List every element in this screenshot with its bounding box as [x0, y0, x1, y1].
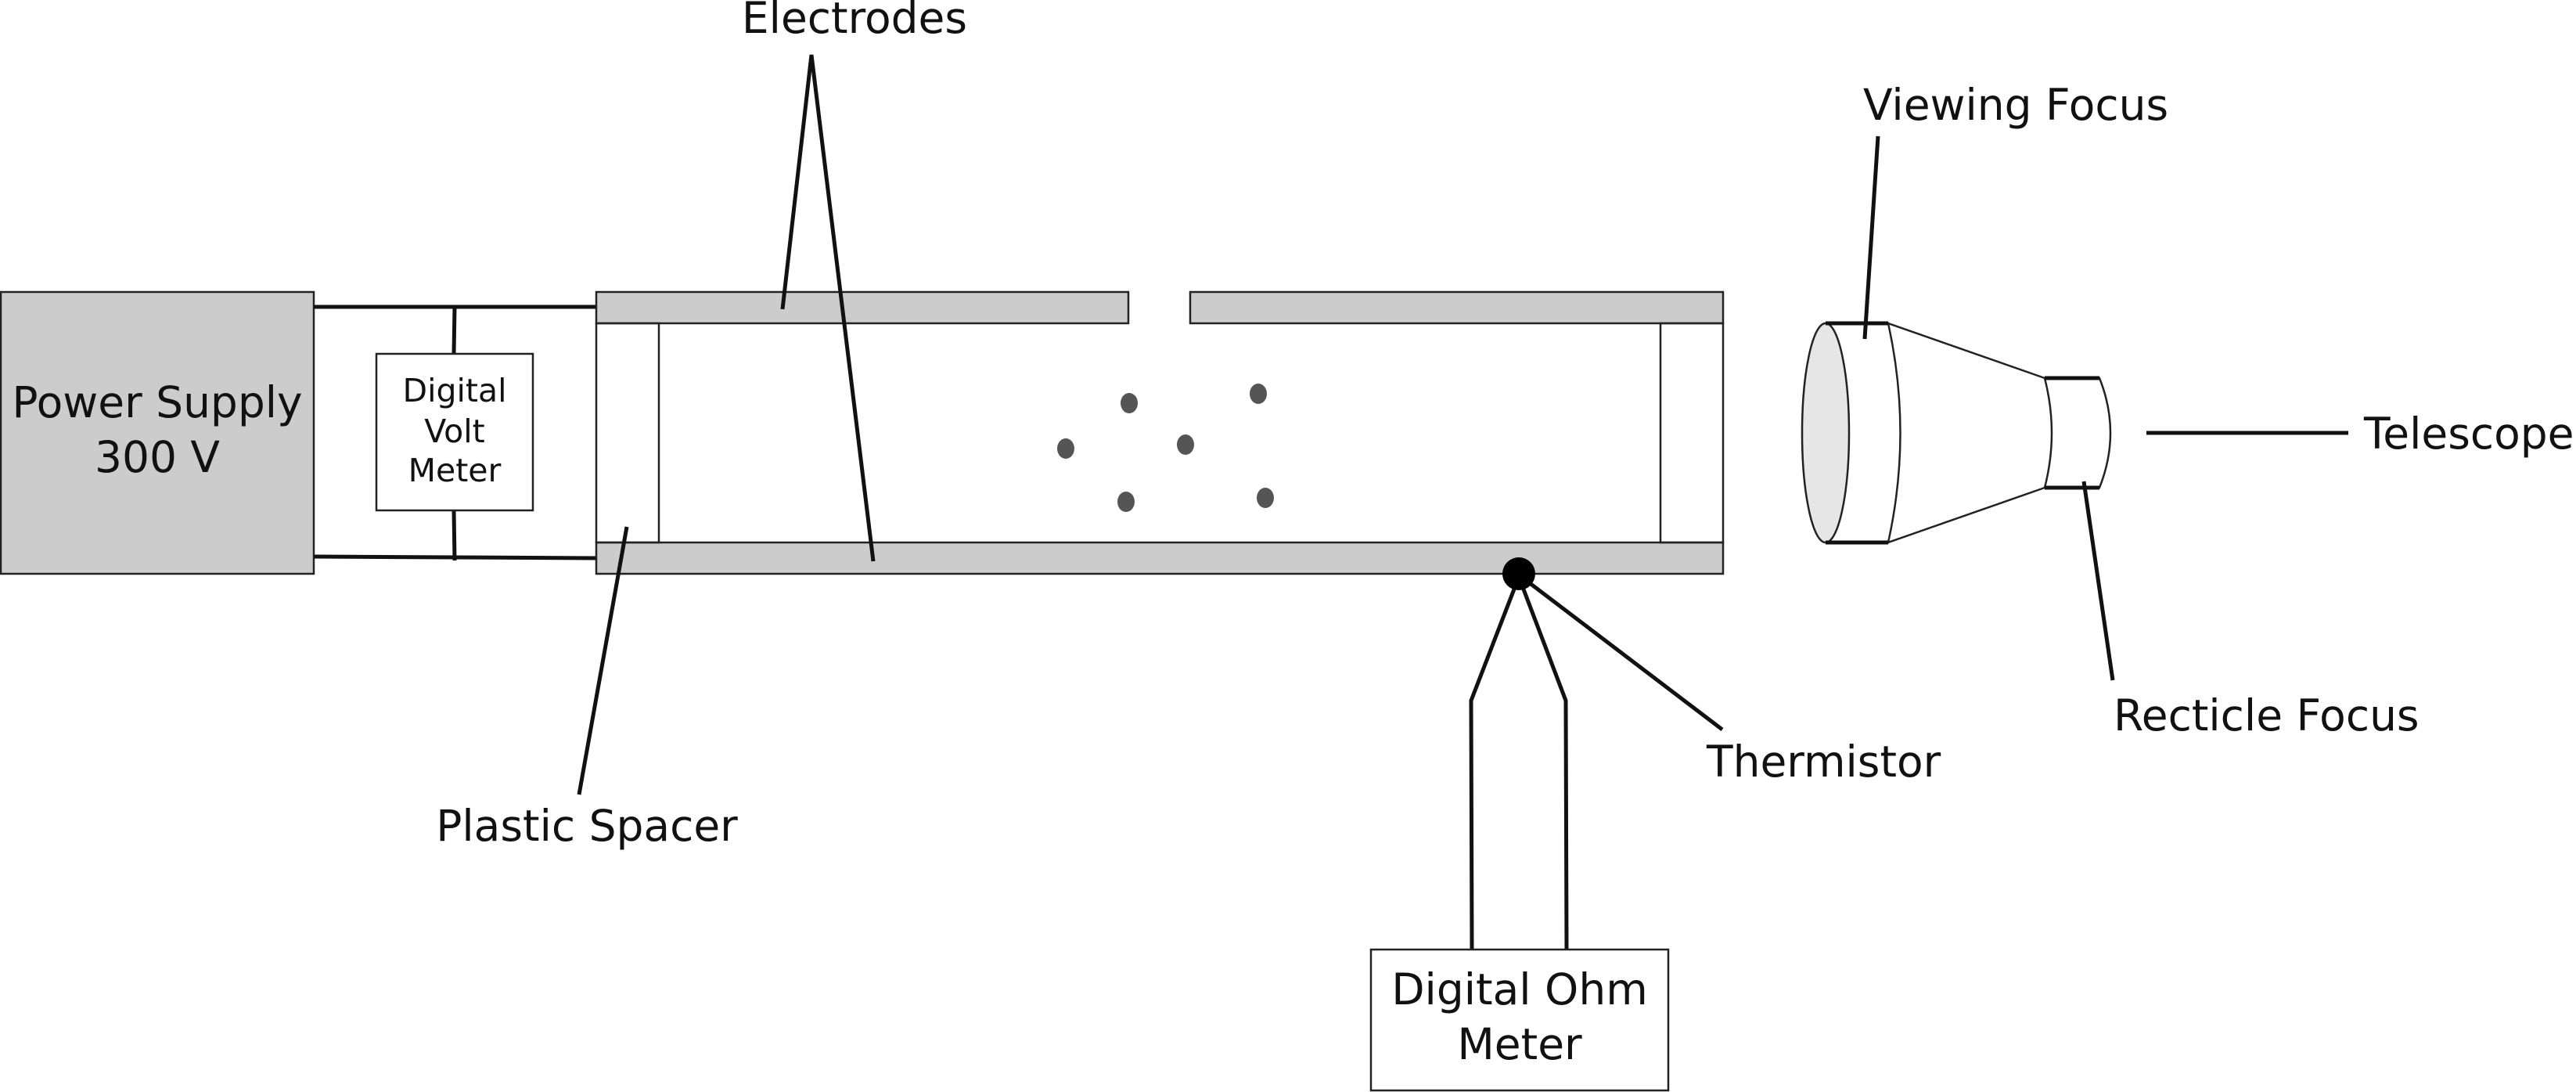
ohm-meter-lead-left [1469, 576, 1521, 950]
right-plastic-spacer [1659, 322, 1725, 544]
ohm-meter-box [1369, 948, 1670, 1092]
recticle-focus-label: Recticle Focus [2114, 690, 2419, 741]
telescope-objective-barrel [1826, 322, 1901, 544]
thermistor-assembly: Thermistor [1469, 557, 1941, 950]
viewing-focus-leader [1862, 135, 1880, 340]
power-supply-box [0, 290, 315, 575]
plastic-spacer-callout: Plastic Spacer [436, 526, 738, 851]
oil-droplet [1121, 393, 1138, 413]
ohm-meter-line2: Meter [1457, 1019, 1582, 1069]
oil-droplet [1057, 438, 1074, 459]
oil-droplet [1117, 492, 1135, 512]
thermistor-leader [1528, 582, 1724, 731]
digital-ohm-meter: Digital Ohm Meter [1369, 948, 1670, 1092]
top-electrode-right [1189, 290, 1725, 325]
volt-meter-line1: Digital [403, 372, 507, 409]
digital-volt-meter: Digital Volt Meter [375, 352, 534, 512]
volt-meter-line3: Meter [408, 452, 502, 489]
viewing-focus-label: Viewing Focus [1863, 80, 2168, 130]
oil-droplets [1057, 384, 1274, 512]
plastic-spacer-leader [577, 526, 629, 795]
volt-meter-bottom-lead [452, 510, 457, 561]
electrode-chamber [595, 290, 1725, 575]
telescope-cone-top [1887, 322, 2045, 380]
power-supply-voltage: 300 V [95, 432, 220, 482]
thermistor-bead [1502, 557, 1535, 590]
volt-meter-box [375, 352, 534, 512]
top-electrode-left [595, 290, 1130, 325]
telescope-cone-end [2043, 377, 2053, 488]
telescope-lens [1801, 322, 1851, 544]
thermistor-label: Thermistor [1706, 737, 1941, 787]
viewing-focus-callout: Viewing Focus [1862, 80, 2168, 340]
electrodes-callout: Electrodes [742, 0, 967, 562]
plastic-spacer-label: Plastic Spacer [436, 801, 738, 851]
ohm-meter-lead-right [1516, 576, 1569, 950]
telescope-eyepiece [2045, 377, 2112, 489]
telescope-callout: Telescope [2146, 409, 2574, 459]
bottom-electrode [595, 541, 1725, 575]
electrodes-leader [780, 54, 876, 562]
ohm-meter-line1: Digital Ohm [1391, 964, 1648, 1015]
left-plastic-spacer [595, 322, 660, 544]
recticle-focus-callout: Recticle Focus [2081, 481, 2419, 741]
oil-droplet [1177, 434, 1194, 455]
volt-meter-top-lead [452, 306, 457, 355]
telescope [1801, 321, 2112, 545]
telescope-cone-bottom [1887, 486, 2045, 544]
telescope-label: Telescope [2363, 409, 2574, 459]
power-supply-label: Power Supply [12, 377, 302, 427]
oil-droplet [1257, 488, 1274, 508]
oil-droplet [1250, 384, 1267, 404]
power-supply: Power Supply 300 V [0, 290, 315, 575]
supply-wires [313, 305, 597, 561]
recticle-focus-leader [2081, 481, 2115, 681]
electrodes-label: Electrodes [742, 0, 967, 43]
volt-meter-line2: Volt [424, 413, 484, 450]
